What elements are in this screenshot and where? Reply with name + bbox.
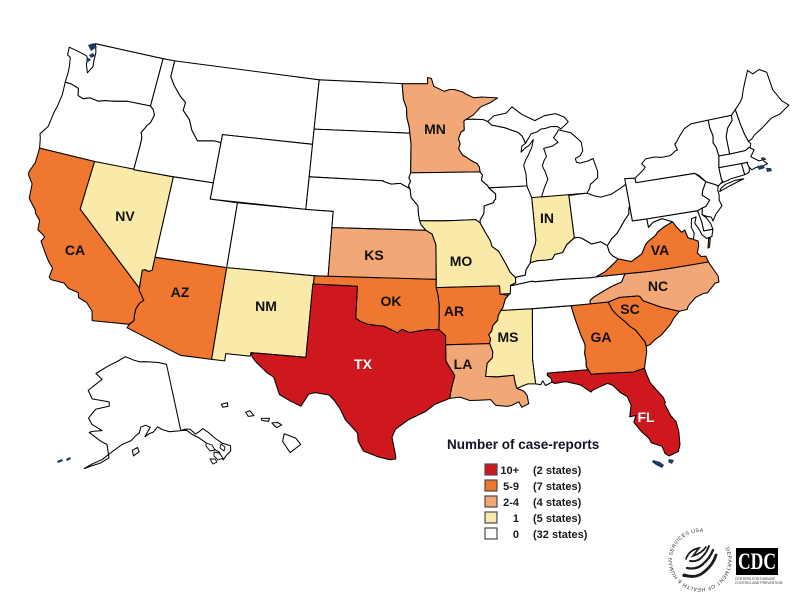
svg-text:0: 0 xyxy=(513,529,519,541)
svg-text:KS: KS xyxy=(364,247,383,263)
svg-text:AR: AR xyxy=(444,303,464,319)
svg-text:(32 states): (32 states) xyxy=(533,529,588,541)
svg-text:CONTROL AND PREVENTION: CONTROL AND PREVENTION xyxy=(735,581,783,585)
svg-text:GA: GA xyxy=(591,329,612,345)
svg-text:NV: NV xyxy=(115,208,135,224)
svg-text:VA: VA xyxy=(651,242,669,258)
svg-text:(4 states): (4 states) xyxy=(533,497,582,509)
svg-text:CENTERS FOR DISEASE: CENTERS FOR DISEASE xyxy=(735,577,776,581)
svg-text:MN: MN xyxy=(424,121,446,137)
svg-text:TX: TX xyxy=(354,356,373,372)
svg-text:(5 states): (5 states) xyxy=(533,513,582,525)
svg-text:CA: CA xyxy=(65,242,85,258)
svg-text:5-9: 5-9 xyxy=(503,481,519,493)
svg-text:AZ: AZ xyxy=(171,284,190,300)
svg-text:NC: NC xyxy=(648,278,668,294)
svg-text:CDC: CDC xyxy=(738,549,776,574)
svg-text:IN: IN xyxy=(540,210,554,226)
svg-text:MS: MS xyxy=(498,329,519,345)
svg-text:LA: LA xyxy=(454,356,473,372)
svg-text:FL: FL xyxy=(637,409,655,425)
svg-text:OK: OK xyxy=(381,293,402,309)
svg-text:MO: MO xyxy=(450,253,473,269)
svg-text:2-4: 2-4 xyxy=(503,497,520,509)
svg-text:NM: NM xyxy=(255,298,277,314)
svg-text:(7 states): (7 states) xyxy=(533,481,582,493)
svg-text:SC: SC xyxy=(620,301,639,317)
svg-text:(2 states): (2 states) xyxy=(533,465,582,477)
svg-text:Number of case-reports: Number of case-reports xyxy=(447,437,599,452)
svg-text:1: 1 xyxy=(513,513,519,525)
svg-text:10+: 10+ xyxy=(500,465,519,477)
